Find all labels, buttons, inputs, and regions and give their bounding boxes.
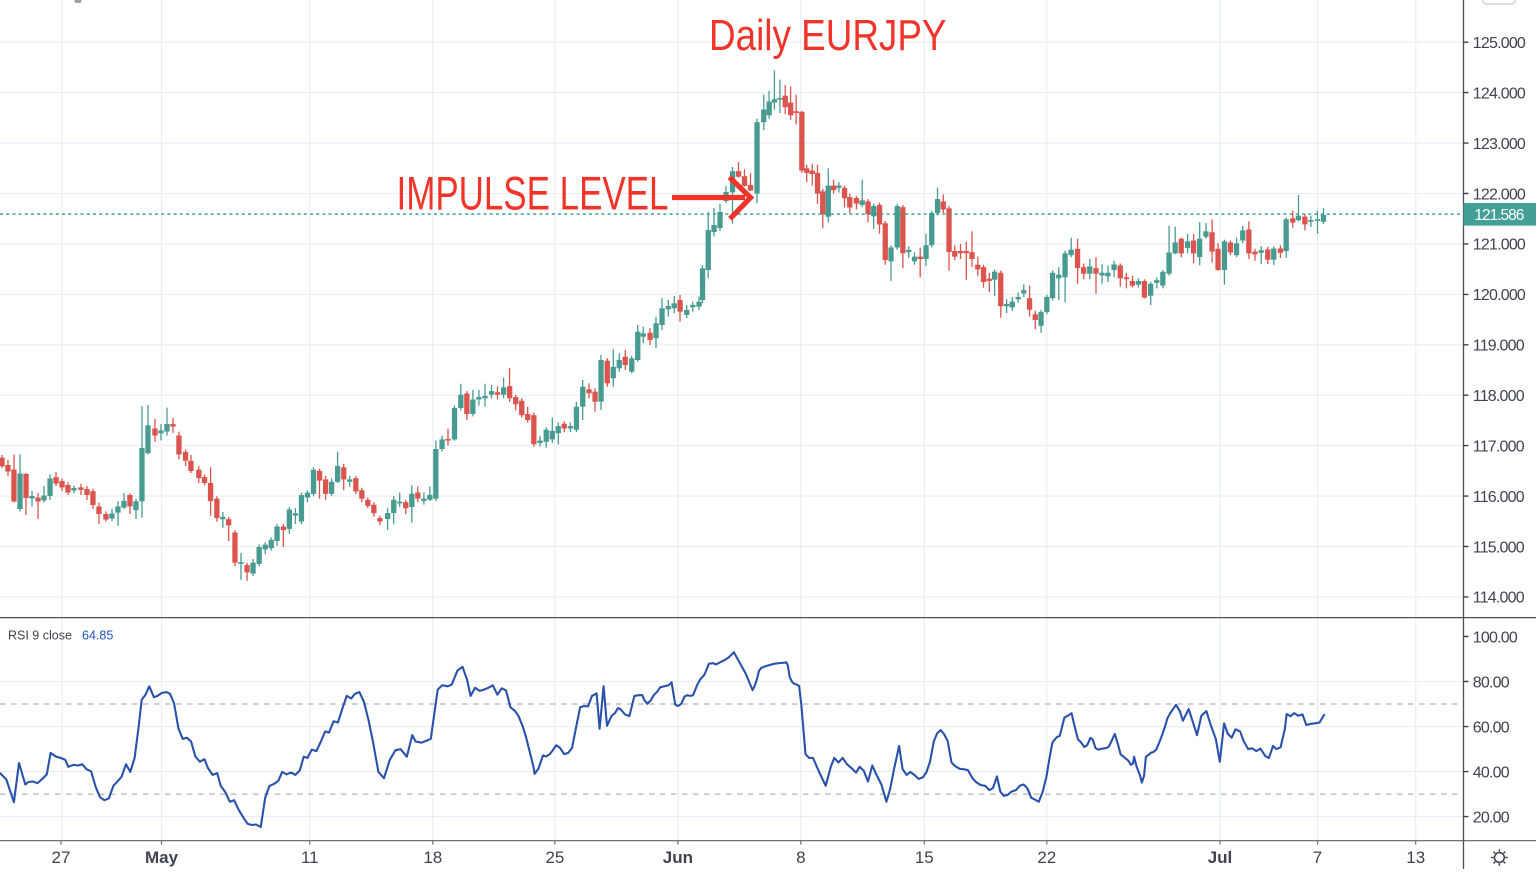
- svg-text:20.00: 20.00: [1473, 809, 1510, 826]
- svg-text:120.000: 120.000: [1473, 287, 1526, 304]
- svg-text:124.000: 124.000: [1473, 85, 1526, 102]
- svg-text:122.000: 122.000: [1473, 186, 1526, 203]
- svg-text:Daily EURJPY: Daily EURJPY: [709, 10, 947, 60]
- svg-text:100.00: 100.00: [1473, 629, 1518, 646]
- svg-text:18: 18: [423, 848, 442, 867]
- svg-text:64.85: 64.85: [82, 629, 113, 643]
- svg-text:114.000: 114.000: [1473, 590, 1525, 607]
- svg-text:25: 25: [545, 848, 564, 867]
- svg-text:RSI 9 close: RSI 9 close: [8, 629, 72, 643]
- svg-text:IMPULSE LEVEL: IMPULSE LEVEL: [397, 166, 669, 220]
- svg-text:22: 22: [1037, 848, 1056, 867]
- svg-text:80.00: 80.00: [1473, 674, 1510, 691]
- svg-text:115.000: 115.000: [1473, 539, 1525, 556]
- svg-text:118.000: 118.000: [1473, 388, 1525, 405]
- svg-text:123.000: 123.000: [1473, 136, 1526, 153]
- svg-text:13: 13: [1406, 848, 1425, 867]
- svg-text:11: 11: [301, 848, 319, 867]
- svg-text:121.000: 121.000: [1473, 237, 1526, 254]
- svg-text:Jun: Jun: [663, 848, 693, 867]
- svg-text:15: 15: [915, 848, 934, 867]
- svg-text:Jul: Jul: [1208, 848, 1233, 867]
- svg-text:8: 8: [796, 848, 805, 867]
- svg-text:117.000: 117.000: [1473, 438, 1525, 455]
- svg-text:7: 7: [1313, 848, 1322, 867]
- svg-text:121.586: 121.586: [1474, 207, 1523, 224]
- svg-text:60.00: 60.00: [1473, 719, 1510, 736]
- svg-text:119.000: 119.000: [1473, 338, 1525, 355]
- svg-text:116.000: 116.000: [1473, 489, 1525, 506]
- svg-text:40.00: 40.00: [1473, 764, 1510, 781]
- svg-text:May: May: [145, 848, 179, 867]
- svg-text:125.000: 125.000: [1473, 35, 1526, 52]
- svg-text:27: 27: [52, 848, 71, 867]
